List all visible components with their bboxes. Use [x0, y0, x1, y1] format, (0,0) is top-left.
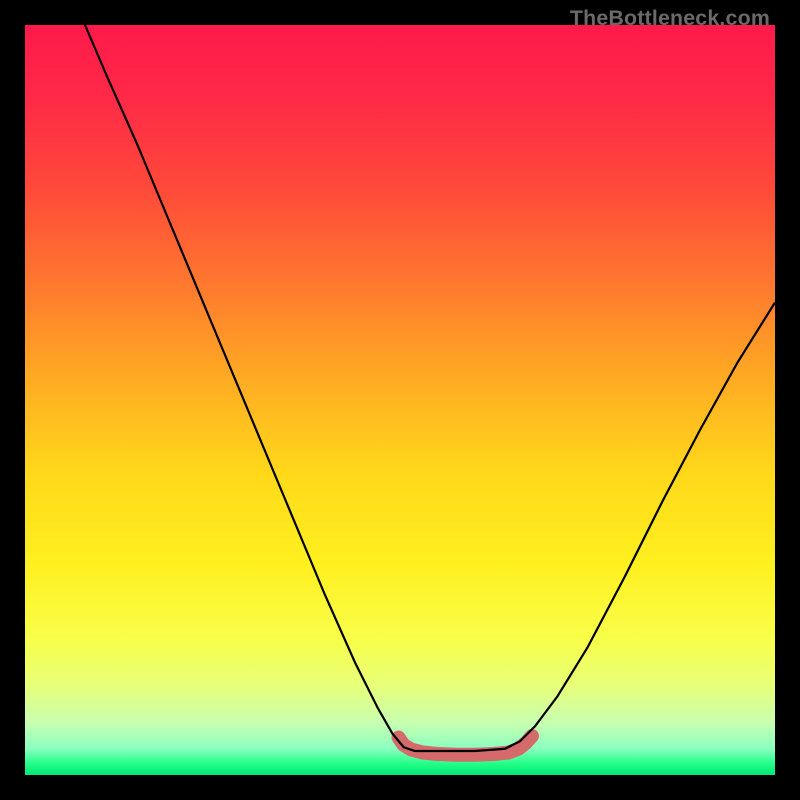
chart-container: TheBottleneck.com: [0, 0, 800, 800]
plot-area: [25, 25, 775, 775]
curve-layer: [25, 25, 775, 775]
bottleneck-curve: [85, 25, 775, 751]
